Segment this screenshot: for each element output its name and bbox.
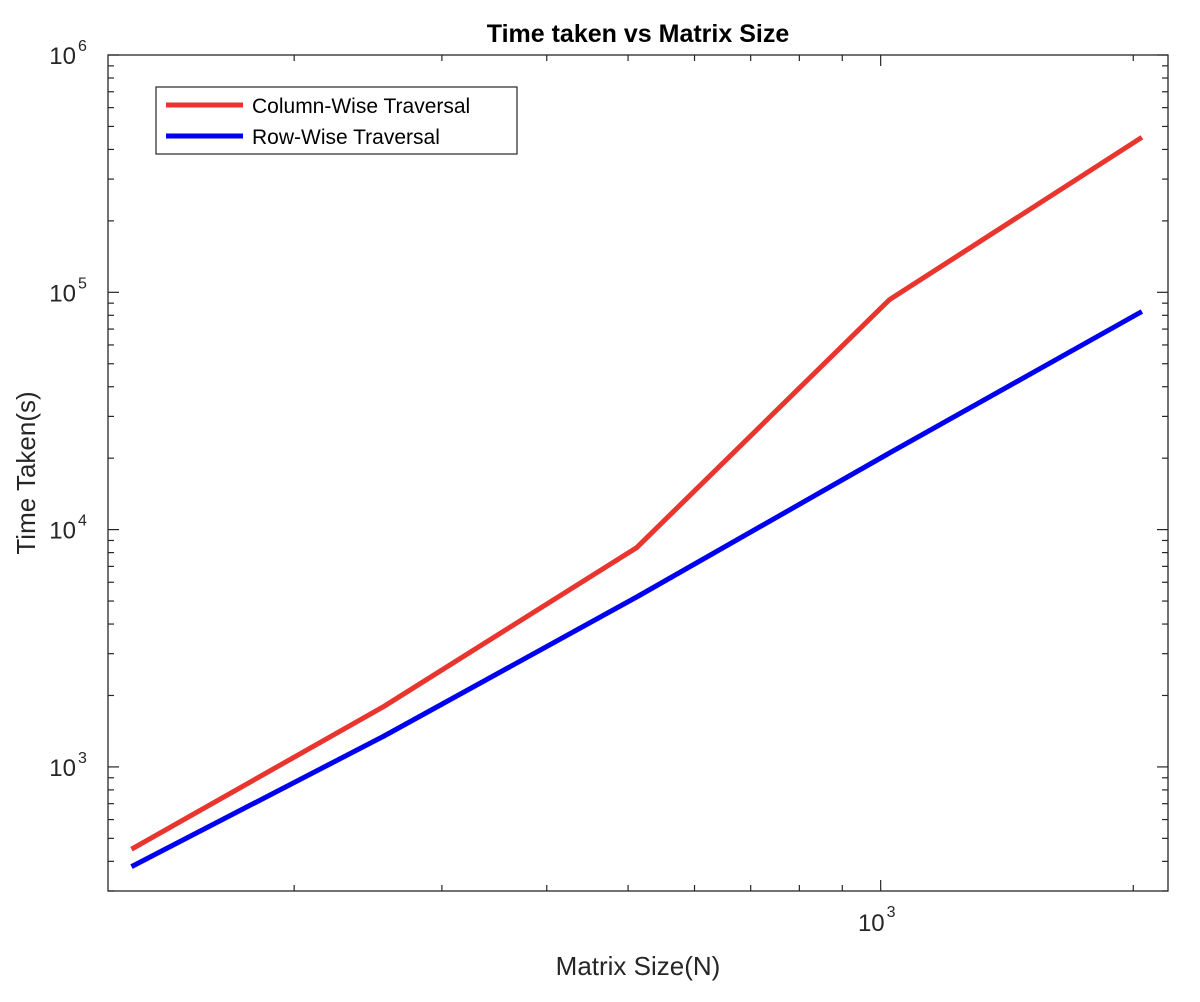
tick-labels: 10 310 410 510 610 3 xyxy=(49,38,895,937)
x-tick-label: 10 xyxy=(858,910,885,937)
plot-area xyxy=(107,54,1169,892)
legend: Column-Wise Traversal Row-Wise Traversal xyxy=(155,86,518,155)
y-tick-label: 10 xyxy=(49,755,76,782)
legend-label-row-wise: Row-Wise Traversal xyxy=(252,126,440,149)
x-tick-label-exponent: 3 xyxy=(887,904,896,921)
legend-label-column-wise: Column-Wise Traversal xyxy=(252,95,470,118)
chart-title: Time taken vs Matrix Size xyxy=(487,20,790,48)
y-tick-label-exponent: 6 xyxy=(78,38,87,55)
legend-box xyxy=(155,86,518,155)
series-lines xyxy=(130,135,1144,869)
series-line-row-wise xyxy=(130,309,1144,869)
y-tick-label: 10 xyxy=(49,518,76,545)
minor-ticks xyxy=(108,55,1168,892)
series-line-column-wise xyxy=(130,135,1144,852)
x-axis-label: Matrix Size(N) xyxy=(556,951,721,981)
y-tick-label-exponent: 5 xyxy=(78,275,87,292)
y-tick-label: 10 xyxy=(49,280,76,307)
y-axis-label: Time Taken(s) xyxy=(11,391,41,554)
y-tick-label: 10 xyxy=(49,43,76,70)
major-ticks xyxy=(108,54,1168,891)
y-tick-label-exponent: 3 xyxy=(78,750,87,767)
y-tick-label-exponent: 4 xyxy=(78,513,87,530)
